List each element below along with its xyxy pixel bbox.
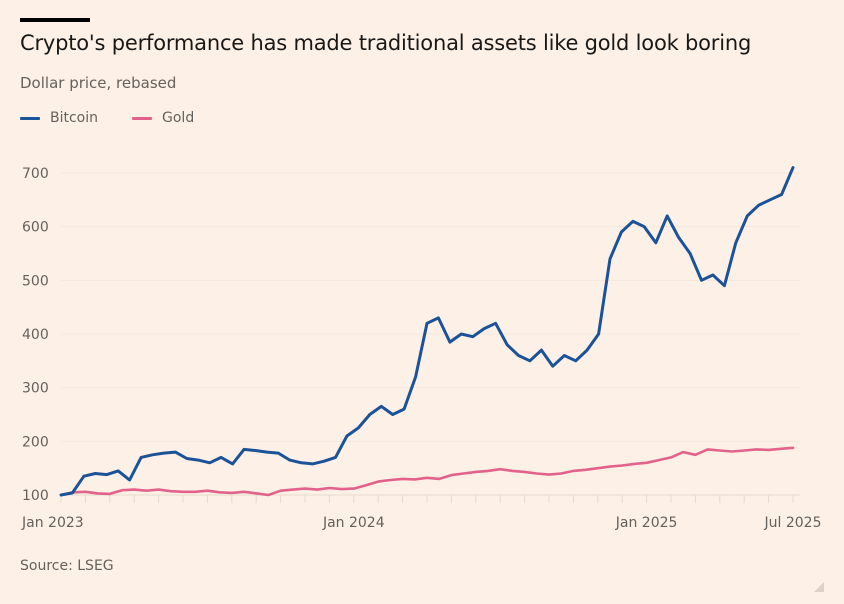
legend-item-gold: Gold <box>132 110 194 126</box>
y-tick-label: 500 <box>22 273 49 289</box>
legend-swatch-bitcoin <box>20 116 40 120</box>
x-tick-label: Jan 2023 <box>21 515 84 531</box>
legend-swatch-gold <box>132 116 153 120</box>
series-line-gold <box>59 446 795 497</box>
x-axis: Jan 2023 Jan 2024 Jan 2025 Jul 2025 <box>21 495 821 531</box>
y-tick-label: 400 <box>22 327 49 343</box>
gridlines <box>61 172 800 496</box>
top-rule <box>20 18 90 22</box>
legend-label-bitcoin: Bitcoin <box>50 110 99 126</box>
source-note: Source: LSEG <box>20 558 114 574</box>
y-tick-label: 700 <box>22 166 49 182</box>
y-tick-label: 100 <box>22 488 49 504</box>
y-tick-label: 200 <box>22 434 49 450</box>
y-axis: 100 200 300 400 500 600 700 <box>22 166 49 504</box>
chart-title: Crypto's performance has made traditiona… <box>20 31 752 55</box>
y-tick-label: 300 <box>22 381 49 397</box>
series-line-bitcoin <box>59 166 795 497</box>
chart-subtitle: Dollar price, rebased <box>20 74 177 92</box>
y-tick-label: 600 <box>22 220 49 236</box>
x-tick-label: Jan 2024 <box>322 515 385 531</box>
legend-item-bitcoin: Bitcoin <box>20 110 98 126</box>
series-lines <box>59 166 795 497</box>
x-tick-label: Jan 2025 <box>615 515 678 531</box>
legend-label-gold: Gold <box>162 110 195 126</box>
legend: Bitcoin Gold <box>20 110 194 126</box>
resize-corner-icon <box>814 582 824 592</box>
x-tick-label: Jul 2025 <box>764 515 822 531</box>
